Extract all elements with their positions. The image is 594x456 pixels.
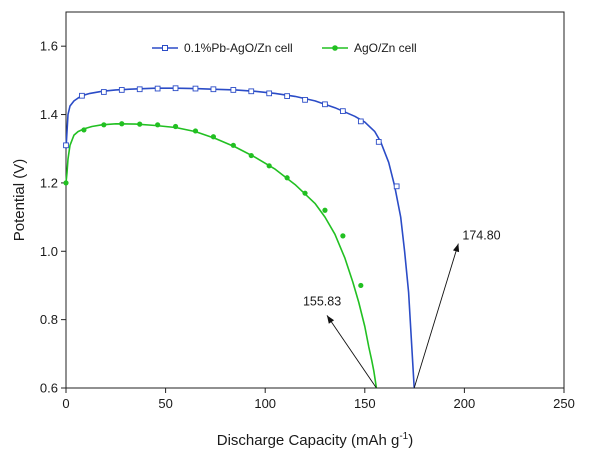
y-tick-label: 1.6: [40, 39, 58, 54]
data-point-ago: [266, 163, 272, 169]
x-tick-label: 250: [553, 396, 575, 411]
data-point-ago: [248, 152, 254, 159]
data-point-pb-ago: [100, 89, 107, 95]
data-point-pb-ago: [230, 87, 237, 93]
data-point-ago: [340, 233, 346, 239]
data-point-pb-ago: [210, 86, 217, 93]
data-point-pb-ago: [340, 108, 346, 114]
series-line-0: [65, 87, 415, 389]
data-point-ago: [192, 128, 199, 134]
series-layer: [63, 85, 415, 389]
series-line-1: [65, 123, 378, 389]
data-point-ago: [101, 122, 107, 128]
y-axis-title: Potential (V): [11, 159, 28, 242]
data-point-pb-ago: [322, 101, 328, 108]
x-tick-label: 50: [158, 396, 172, 411]
x-axis-title: Discharge Capacity (mAh g-1): [217, 431, 413, 449]
data-point-ago: [172, 123, 179, 130]
legend-label-pb-ago: 0.1%Pb-AgO/Zn cell: [184, 41, 293, 55]
x-tick-label: 150: [354, 396, 376, 411]
legend: 0.1%Pb-AgO/Zn cell AgO/Zn cell: [152, 41, 417, 55]
data-point-ago: [358, 282, 364, 289]
x-tick-label: 200: [454, 396, 476, 411]
annotation-label: 174.80: [462, 229, 500, 243]
data-point-pb-ago: [302, 96, 308, 103]
y-tick-label: 1.2: [40, 175, 58, 190]
data-point-pb-ago: [248, 88, 255, 95]
y-tick-label: 0.8: [40, 312, 58, 327]
data-point-ago: [284, 175, 290, 181]
data-point-ago: [119, 121, 125, 127]
data-point-ago: [137, 121, 143, 127]
data-point-pb-ago: [284, 93, 290, 99]
data-point-pb-ago: [118, 87, 125, 93]
plot-frame: [65, 11, 565, 389]
y-tick-label: 1.4: [40, 107, 58, 122]
legend-marker-pb-ago: [162, 45, 168, 51]
annotation-arrowhead: [452, 243, 460, 253]
data-point-ago: [230, 142, 236, 148]
data-point-ago: [302, 190, 308, 196]
legend-label-ago: AgO/Zn cell: [354, 41, 417, 55]
annotation-arrow-line: [326, 315, 377, 389]
annotation-arrowhead: [326, 315, 335, 324]
y-tick-label: 0.6: [40, 381, 58, 396]
y-tick-label: 1.0: [40, 244, 58, 259]
data-point-pb-ago: [136, 86, 143, 93]
data-point-pb-ago: [375, 139, 382, 145]
data-point-ago: [81, 127, 87, 133]
annotation-label: 155.83: [303, 294, 341, 308]
x-axis-title-superscript: -1: [399, 431, 408, 442]
data-point-pb-ago: [63, 142, 69, 149]
data-point-ago: [210, 134, 217, 140]
data-point-ago: [322, 207, 328, 213]
data-point-pb-ago: [393, 183, 400, 190]
data-point-ago: [155, 122, 161, 128]
annotation-arrow-line: [413, 243, 459, 389]
data-point-pb-ago: [357, 118, 364, 125]
legend-marker-ago: [332, 45, 338, 51]
data-point-pb-ago: [192, 85, 199, 92]
data-point-pb-ago: [154, 85, 161, 92]
ticks-layer: 0 50 100 150 200 250 0.6 0.8 1.0 1.2 1.4 1.6: [40, 39, 575, 411]
data-point-ago: [63, 180, 69, 186]
x-tick-label: 100: [254, 396, 276, 411]
x-tick-label: 0: [62, 396, 69, 411]
data-point-pb-ago: [172, 85, 179, 92]
data-point-pb-ago: [79, 92, 85, 99]
data-point-pb-ago: [266, 90, 273, 97]
annotation-layer: 174.80 155.83: [303, 229, 501, 389]
